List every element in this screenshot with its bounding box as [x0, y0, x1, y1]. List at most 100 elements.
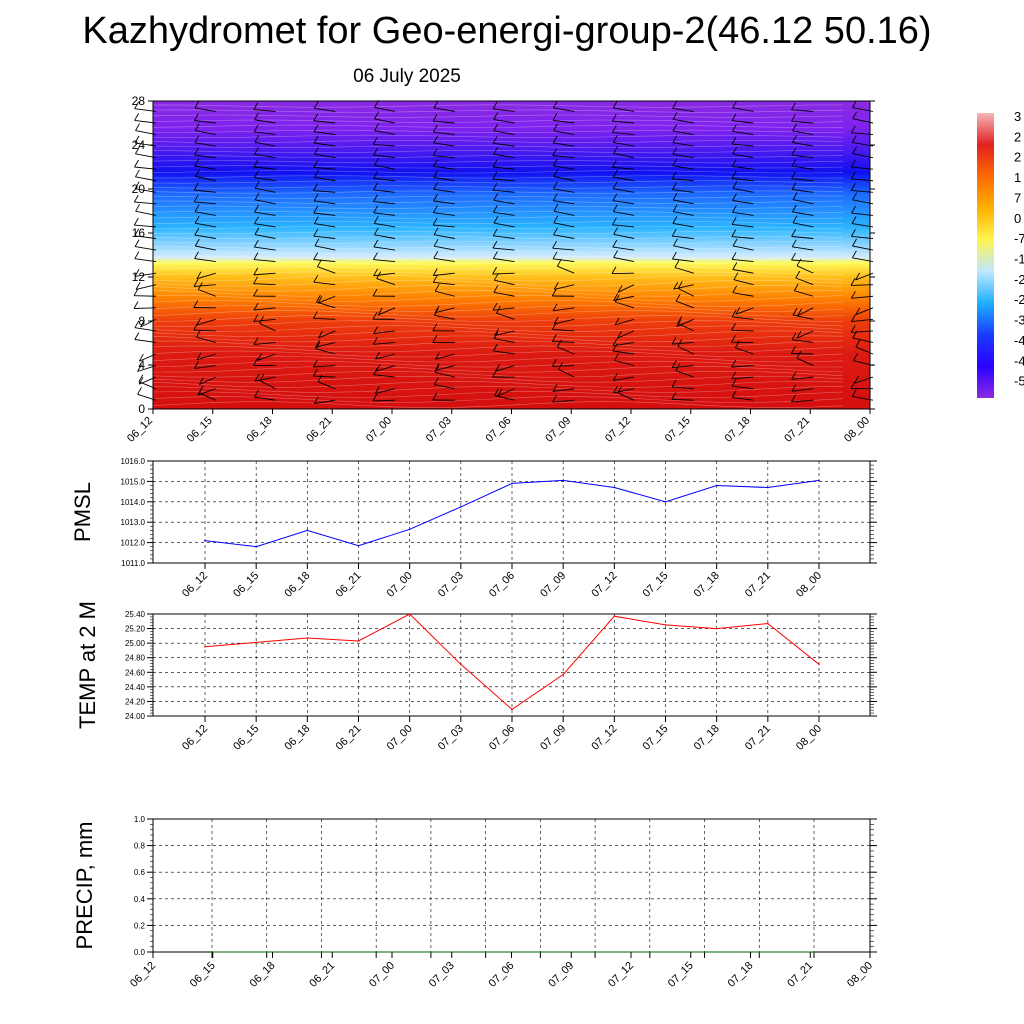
wind-barb — [194, 258, 216, 263]
wind-barb-flag — [432, 275, 438, 283]
wind-barb — [672, 258, 694, 263]
wind-barb — [433, 188, 455, 193]
wind-barb — [254, 141, 276, 147]
wind-barb — [313, 365, 336, 368]
wind-barb-flag — [194, 204, 200, 212]
wind-barb — [553, 188, 575, 193]
y-tick-label: 0.8 — [134, 842, 146, 851]
wind-barb-flag — [552, 135, 558, 144]
wind-barb — [672, 107, 694, 112]
wind-barb-flag — [199, 377, 204, 385]
data-point — [664, 624, 667, 626]
wind-barb-flag — [373, 147, 378, 156]
wind-barb — [257, 353, 276, 361]
wind-barb-flag — [671, 228, 677, 237]
wind-barb — [253, 283, 276, 286]
wind-barb-flag — [316, 294, 321, 303]
wind-barb-flag — [433, 182, 438, 190]
x-tick-label: 08_00 — [842, 415, 872, 445]
wind-barb — [194, 201, 216, 205]
wind-barb-flag — [193, 279, 199, 287]
wind-barb-flag — [135, 123, 140, 131]
x-tick-label: 07_21 — [743, 570, 773, 600]
wind-barb-flag — [672, 147, 678, 155]
x-tick-label: 07_06 — [487, 960, 517, 990]
wind-barb-flag — [556, 258, 562, 267]
wind-barb — [134, 201, 157, 205]
wind-barb-flag — [134, 320, 140, 328]
wind-barb-flag — [254, 389, 259, 398]
wind-barb-flag — [612, 169, 618, 178]
x-tick-label: 07_18 — [692, 723, 722, 753]
wind-barb — [194, 120, 216, 124]
wind-barb — [433, 272, 455, 276]
data-point — [320, 951, 323, 953]
wind-barb — [612, 131, 635, 135]
wind-barb-flag — [732, 193, 737, 201]
wind-barb — [435, 353, 455, 360]
colorbar-label: 0 — [1014, 211, 1021, 226]
wind-barb-flag — [852, 192, 857, 201]
wind-barb — [497, 388, 515, 397]
wind-barb — [672, 365, 694, 369]
wind-barb — [732, 153, 754, 159]
wind-barb-flag — [671, 336, 677, 345]
wind-barb — [791, 120, 814, 124]
wind-barb-flag — [253, 314, 259, 322]
wind-barb — [732, 211, 754, 216]
wind-barb — [313, 375, 336, 378]
data-point — [613, 486, 616, 489]
data-point — [430, 951, 432, 953]
wind-barb-flag — [855, 339, 861, 348]
wind-barb — [672, 153, 694, 159]
wind-barb-flag — [731, 323, 736, 331]
wind-barb — [612, 342, 635, 347]
wind-barb — [434, 371, 455, 378]
wind-barb — [851, 132, 874, 135]
wind-barb-flag — [315, 340, 320, 348]
y-tick-label: 25.40 — [125, 610, 146, 619]
wind-barb — [552, 365, 575, 367]
wind-barb — [795, 277, 814, 286]
wind-barb-flag — [432, 217, 438, 226]
wind-barb-flag — [791, 182, 797, 190]
wind-barb — [672, 142, 694, 147]
wind-barb-flag — [672, 251, 677, 260]
wind-barb — [259, 380, 276, 390]
wind-barb-flag — [313, 113, 319, 121]
wind-barb — [373, 154, 396, 159]
wind-barb-flag — [134, 135, 140, 144]
wind-barb-flag — [851, 216, 857, 224]
wind-barb — [373, 330, 396, 334]
wind-barb-flag — [732, 285, 738, 293]
x-tick-label: 06_18 — [282, 570, 312, 600]
wind-barb-flag — [851, 314, 856, 322]
colorbar-label: 1 — [1014, 170, 1021, 185]
colorbar-label: -1 — [1014, 252, 1024, 267]
x-tick-label: 06_15 — [188, 960, 218, 990]
wind-barb — [675, 300, 694, 309]
colorbar-label: -7 — [1014, 231, 1024, 246]
wind-barb — [676, 318, 694, 327]
wind-barb-flag — [796, 330, 802, 339]
x-tick-label: 06_21 — [304, 415, 334, 445]
wind-barb-flag — [731, 136, 737, 145]
wind-barb — [134, 108, 157, 112]
wind-barb-flag — [196, 271, 202, 280]
wind-barb-flag — [254, 147, 259, 155]
wind-barb — [731, 120, 754, 124]
wind-barb — [373, 143, 396, 147]
wind-barb-flag — [553, 169, 559, 177]
wind-barb-flag — [433, 193, 438, 202]
wind-barb-flag — [433, 100, 439, 109]
wind-barb-flag — [552, 303, 558, 312]
colorbar-label: -2 — [1014, 272, 1024, 287]
colorbar-label: 3 — [1014, 109, 1021, 124]
y-tick-label: 0.4 — [134, 895, 146, 904]
wind-barb-flag — [253, 337, 259, 345]
wind-barb-flag — [672, 135, 678, 143]
wind-barb — [612, 166, 635, 170]
wind-barb-flag — [133, 288, 139, 296]
wind-barb — [195, 176, 216, 182]
wind-barb-flag — [852, 146, 857, 154]
